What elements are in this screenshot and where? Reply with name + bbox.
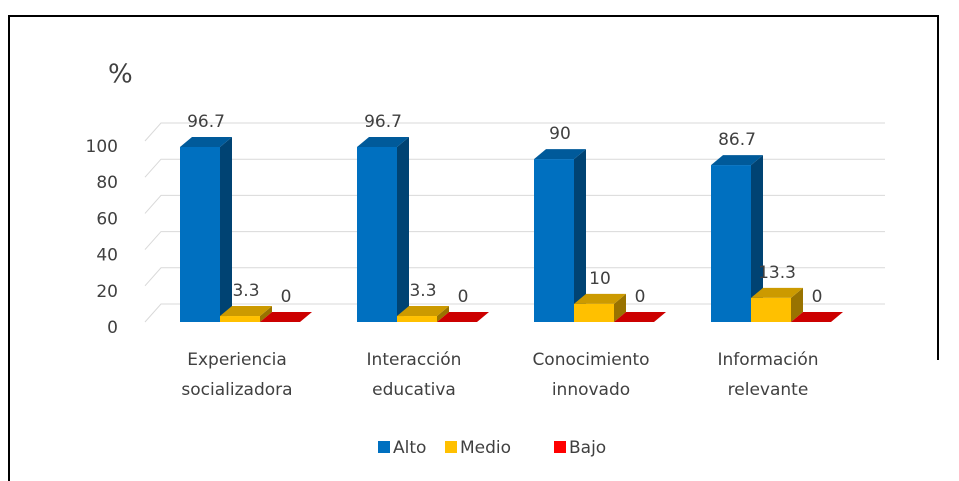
x-tick-label: Información relevante [717,350,818,400]
grid-line [144,158,885,178]
data-label: 10 [589,269,611,289]
bar-top [614,312,666,322]
bar-top [357,136,409,147]
bar-side [220,136,232,322]
data-label: 0 [812,287,823,307]
x-tick-label: Experiencia socializadora [181,350,292,400]
legend-swatch [445,441,457,453]
data-label: 13.3 [758,263,796,283]
bar-side [397,136,409,322]
bar-top [534,149,586,160]
bar-top [180,136,232,147]
data-label: 86.7 [718,130,756,150]
bar [397,306,449,322]
x-tick-label: Conocimiento innovado [532,350,649,400]
bar-side [437,306,449,322]
bar [220,306,272,322]
grid-line [144,267,885,287]
grid-line [144,303,885,323]
y-tick-label: 40 [96,246,118,266]
bar-top [751,287,803,298]
grid-line [144,231,885,250]
data-label: 90 [549,124,571,144]
bar-side [574,149,586,322]
bar [711,155,763,322]
frame [8,15,939,481]
y-tick-label: 80 [96,173,118,193]
bar-top [220,306,272,317]
bar-side [791,287,803,322]
bar-side [751,155,763,322]
y-tick-label: 0 [107,318,118,338]
bar-top [397,306,449,317]
y-tick-label: 60 [96,209,118,229]
bar-front [180,146,220,322]
y-tick-label: 100 [86,137,118,157]
bar-top [437,312,489,322]
legend-swatch [378,441,390,453]
data-label: 3.3 [409,281,436,301]
bar-front [711,165,751,322]
bar [180,136,232,322]
bar [437,312,489,322]
bar-top [260,312,312,322]
legend-label: Alto [393,438,426,458]
bar [614,312,666,322]
bar-front [574,303,614,322]
bar-front [751,297,791,322]
bar-side [260,306,272,322]
bar-side [614,293,626,322]
legend-label: Bajo [569,438,606,458]
legend-swatch [554,441,566,453]
x-tick-label: Interacción educativa [367,350,462,400]
bar [260,312,312,322]
bar [751,287,803,322]
legend-label: Medio [460,438,511,458]
bar [791,312,843,322]
bar-front [357,146,397,322]
data-label: 3.3 [232,281,259,301]
grid-line [144,194,885,214]
bar [357,136,409,322]
bar-front [220,316,260,322]
data-label: 0 [458,287,469,307]
bar [534,149,586,322]
y-axis-label: % [108,60,133,90]
data-label: 0 [635,287,646,307]
bar-front [397,316,437,322]
bar-top [711,155,763,166]
data-label: 96.7 [364,112,402,132]
bar-top [574,293,626,304]
y-tick-label: 20 [96,282,118,302]
data-label: 0 [281,287,292,307]
bar [574,293,626,322]
bar-top [791,312,843,322]
grid-line [144,122,885,142]
data-label: 96.7 [187,112,225,132]
bar-front [534,159,574,322]
